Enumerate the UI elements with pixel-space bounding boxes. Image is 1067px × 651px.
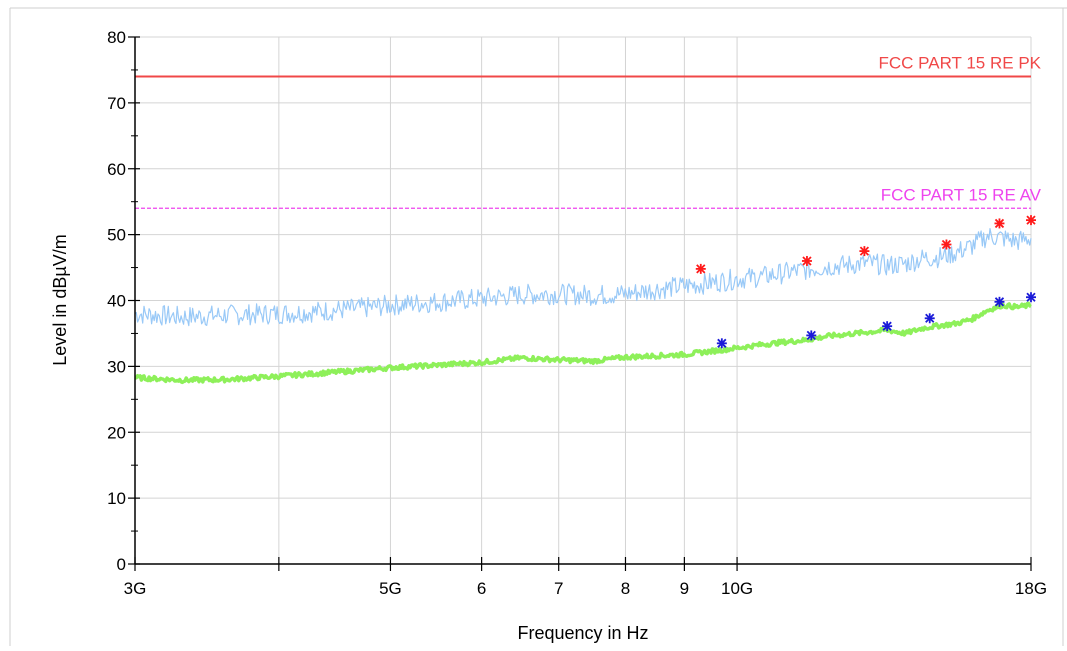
y-tick-label: 70 (107, 94, 126, 113)
marker-stroke (1026, 215, 1036, 225)
peak-marker (1026, 215, 1036, 226)
x-tick-label: 9 (680, 579, 689, 598)
y-tick-label: 0 (117, 555, 126, 574)
y-tick-label: 80 (107, 28, 126, 47)
marker-stroke (859, 246, 870, 256)
x-tick-label: 3G (124, 579, 147, 598)
average-trace-line (134, 301, 1032, 385)
average-marker (994, 296, 1005, 307)
x-tick-label: 5G (379, 579, 402, 598)
peak-marker (859, 246, 870, 257)
y-tick-label: 50 (107, 226, 126, 245)
marker-stroke (806, 330, 816, 341)
average-marker (1026, 292, 1036, 303)
peak-marker (941, 239, 952, 250)
x-tick-label: 10G (721, 579, 753, 598)
marker-stroke (882, 321, 892, 331)
y-axis-title: Level in dBµV/m (50, 234, 70, 365)
average-marker (882, 321, 893, 332)
peak-marker (994, 218, 1005, 229)
y-tick-label: 30 (107, 357, 126, 376)
x-tick-label: 6 (477, 579, 486, 598)
y-tick-label: 40 (107, 292, 126, 311)
grid (135, 36, 1032, 564)
axes: 0 10 20 30 40 50 60 70 80 3G 5G 6 7 8 9 10G 18G (107, 28, 1047, 598)
limit-lines: FCC PART 15 RE PK FCC PART 15 RE AV (135, 54, 1042, 209)
marker-stroke (696, 264, 706, 274)
peak-trace-line (134, 228, 1032, 327)
average-marker (924, 313, 935, 324)
y-tick-label: 10 (107, 489, 126, 508)
x-axis-title: Frequency in Hz (517, 623, 648, 643)
limit-line-label: FCC PART 15 RE PK (879, 54, 1042, 73)
x-tick-label: 7 (554, 579, 563, 598)
x-tick-label: 18G (1015, 579, 1047, 598)
trace-lines (134, 228, 1032, 385)
limit-line-label: FCC PART 15 RE AV (881, 185, 1042, 204)
markers (695, 215, 1036, 349)
marker-stroke (994, 297, 1005, 307)
average-marker (716, 338, 727, 349)
y-tick-label: 60 (107, 160, 126, 179)
marker-stroke (994, 218, 1005, 229)
marker-stroke (925, 313, 935, 323)
peak-marker (801, 255, 812, 266)
average-marker (806, 330, 817, 341)
x-tick-label: 8 (621, 579, 630, 598)
marker-stroke (717, 338, 727, 348)
marker-stroke (802, 256, 812, 266)
marker-stroke (1026, 292, 1036, 302)
peak-marker (695, 263, 706, 274)
marker-stroke (941, 239, 952, 250)
y-tick-label: 20 (107, 423, 126, 442)
